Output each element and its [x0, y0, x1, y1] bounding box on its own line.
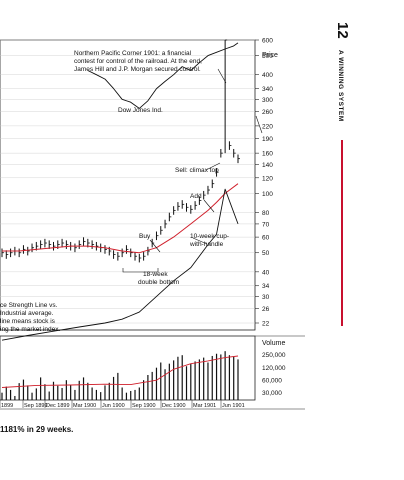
- cup-label-line-1: with-handle: [189, 241, 224, 248]
- dow-jones-line: [87, 42, 239, 109]
- price-tick-100: 100: [262, 191, 273, 198]
- dow-jones-label: Dow Jones Ind.: [118, 107, 163, 114]
- x-tick-0: 1899: [1, 403, 13, 409]
- annotation-arrow-3: [203, 199, 215, 213]
- top-note-line-1: contest for control of the railroad. At …: [74, 58, 202, 65]
- top-note-line-0: Northern Pacific Corner 1901: a financia…: [74, 50, 192, 57]
- chart-caption: 1181% in 29 weeks.: [0, 425, 74, 434]
- rs-note-line-3: ing the market index.: [0, 326, 61, 333]
- volume-panel-frame: [0, 335, 256, 401]
- price-tick-34: 34: [262, 283, 270, 290]
- annotations-layer: Northern Pacific Corner 1901: a financia…: [0, 50, 263, 333]
- price-axis-title: Price: [262, 52, 278, 59]
- price-tick-340: 340: [262, 86, 273, 93]
- grid: [0, 39, 305, 401]
- volume-tick-2: 60,000: [262, 378, 282, 385]
- moving-average-line: [2, 183, 239, 254]
- base-bracket: [122, 268, 159, 273]
- base-label-line-0: 18-week: [143, 271, 168, 278]
- base-label-line-1: double bottom: [138, 279, 179, 286]
- volume-average-line: [1, 355, 239, 388]
- price-tick-80: 80: [262, 210, 270, 217]
- price-tick-600: 600: [262, 38, 273, 45]
- price-tick-30: 30: [262, 294, 270, 301]
- price-panel-frame: [0, 39, 256, 331]
- series-layer: [1, 39, 240, 400]
- x-tick-8: Jun 1901: [222, 403, 245, 409]
- volume-axis-title: Volume: [262, 340, 285, 347]
- price-tick-260: 260: [262, 109, 273, 116]
- x-tick-2: Dec 1899: [46, 403, 70, 409]
- price-tick-120: 120: [262, 175, 273, 182]
- price-tick-70: 70: [262, 221, 270, 228]
- volume-tick-0: 250,000: [262, 352, 286, 359]
- price-tick-22: 22: [262, 321, 270, 328]
- price-tick-60: 60: [262, 235, 270, 242]
- x-tick-5: Sep 1900: [132, 403, 156, 409]
- relative-strength-line: [1, 188, 239, 341]
- price-tick-500: 500: [262, 53, 273, 60]
- buy-label: Buy: [139, 233, 151, 240]
- annotation-arrow-5: [192, 237, 208, 245]
- price-tick-300: 300: [262, 97, 273, 104]
- price-tick-400: 400: [262, 72, 273, 79]
- annotation-arrow-0: [217, 68, 227, 84]
- volume-axis: Volume 250,000 120,000 60,000 30,000: [262, 340, 286, 397]
- x-tick-4: Jun 1900: [102, 403, 125, 409]
- price-tick-220: 220: [262, 123, 273, 130]
- price-tick-40: 40: [262, 269, 270, 276]
- x-tick-1: Sep 1899: [24, 403, 48, 409]
- price-axis: Price 600 500 400 340 300 260 220 190 160 140 120 10…: [255, 38, 278, 328]
- annotation-arrow-1: [255, 115, 263, 134]
- price-tick-50: 50: [262, 250, 270, 257]
- x-tick-7: Mar 1901: [193, 403, 216, 409]
- top-note-line-2: James Hill and J.P. Morgan secured contr…: [74, 66, 201, 73]
- rs-note-line-0: ce Strength Line vs.: [0, 302, 58, 309]
- add-label: Add: [190, 193, 202, 200]
- annotation-arrow-4: [149, 239, 161, 253]
- chapter-number: 12: [334, 22, 351, 39]
- annotation-arrow-2: [205, 162, 221, 171]
- price-tick-190: 190: [262, 136, 273, 143]
- rs-note-line-1: Industrial average.: [0, 310, 54, 317]
- cup-label-line-0: 10-week cup-: [190, 233, 229, 240]
- rs-note-line-2: line means stock is: [0, 318, 56, 325]
- price-tick-160: 160: [262, 151, 273, 158]
- sell-label: Sell: climax top: [175, 167, 219, 174]
- x-tick-3: Mar 1900: [73, 403, 96, 409]
- price-tick-140: 140: [262, 162, 273, 169]
- chapter-title: A WINNING SYSTEM: [337, 50, 344, 122]
- x-tick-6: Dec 1900: [162, 403, 186, 409]
- volume-tick-1: 120,000: [262, 365, 286, 372]
- price-tick-26: 26: [262, 306, 270, 313]
- volume-tick-3: 30,000: [262, 390, 282, 397]
- accent-rule: [341, 140, 343, 326]
